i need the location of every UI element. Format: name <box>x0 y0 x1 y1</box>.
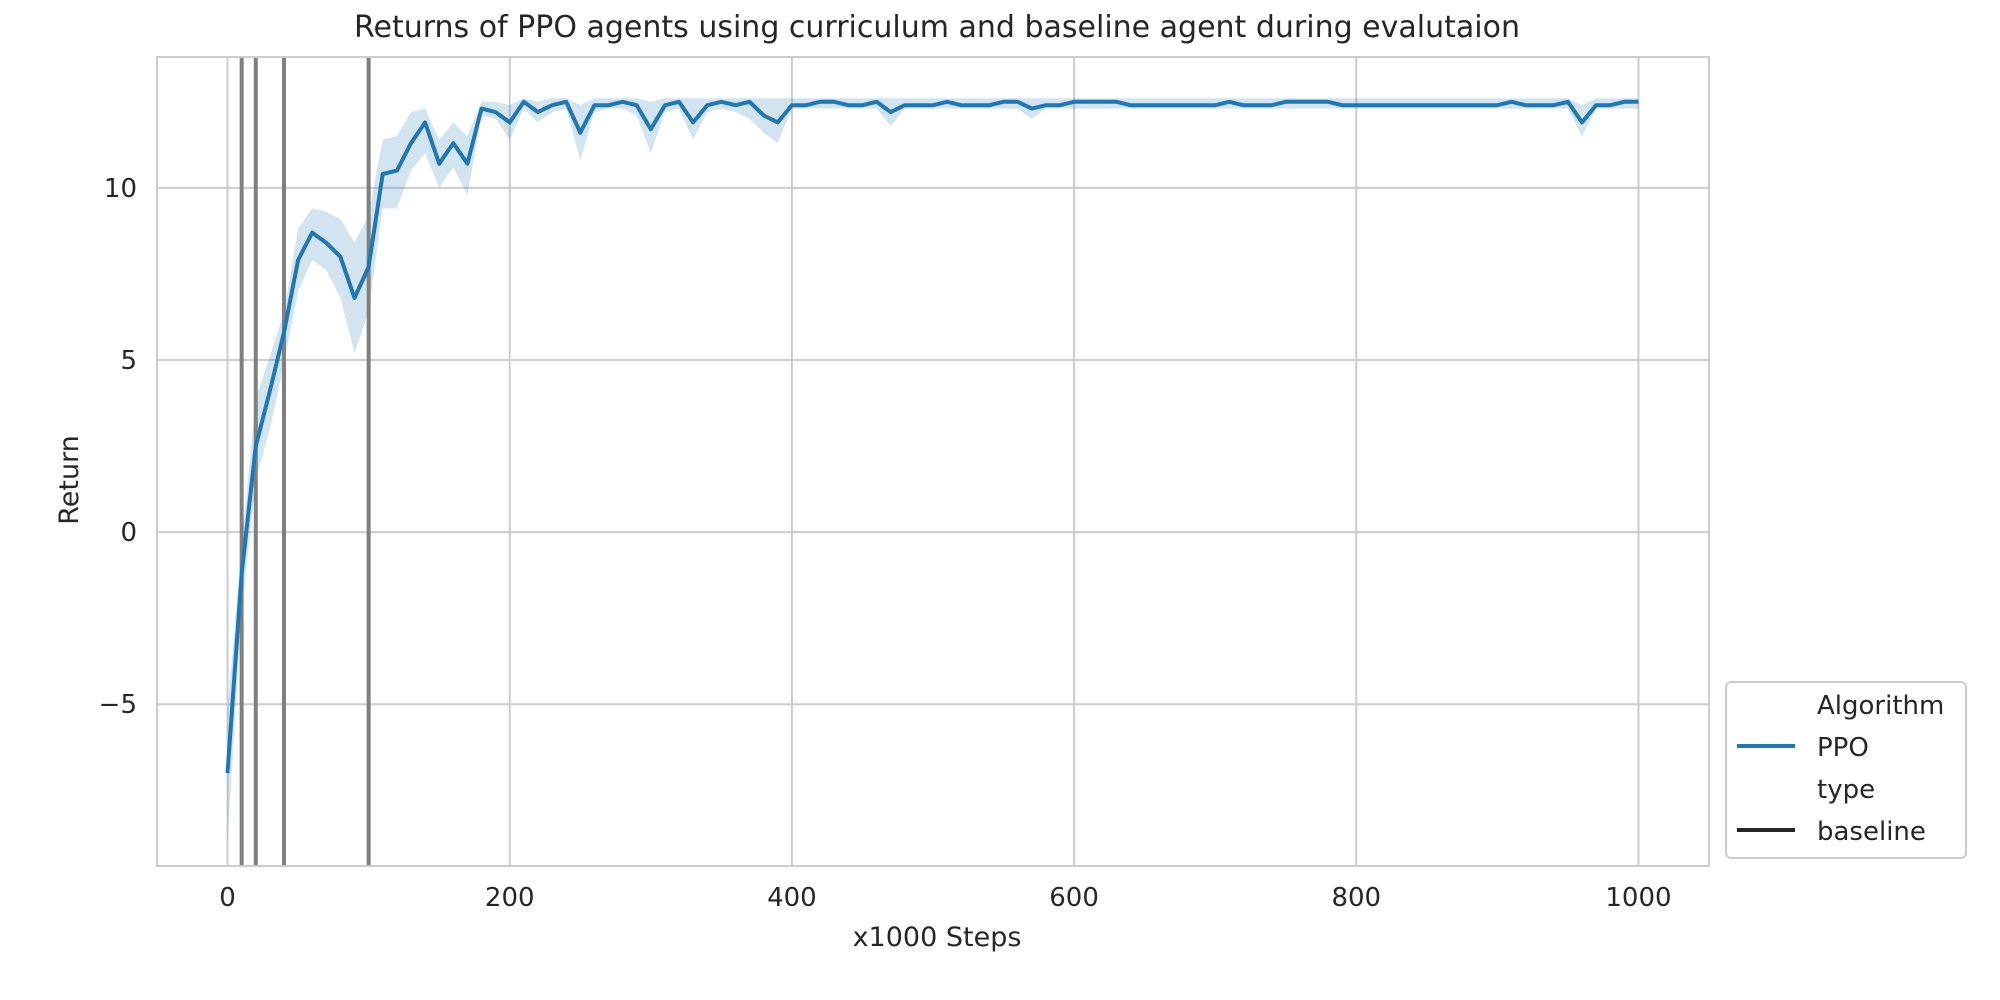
chart-title: Returns of PPO agents using curriculum a… <box>354 10 1520 45</box>
x-axis-ticks: 0 200 400 600 800 1000 <box>219 883 1671 913</box>
y-tick-label: 5 <box>120 346 137 376</box>
x-tick-label: 0 <box>219 883 236 913</box>
legend-label-ppo: PPO <box>1817 733 1869 763</box>
grid <box>157 57 1709 866</box>
y-tick-label: −5 <box>99 690 137 720</box>
legend: Algorithm PPO type baseline <box>1725 681 1967 859</box>
legend-title-type: type <box>1817 775 1875 805</box>
ci-band-ppo <box>227 98 1639 842</box>
legend-box <box>1725 681 1967 859</box>
legend-title-algorithm: Algorithm <box>1817 691 1944 721</box>
series-line-ppo <box>225 99 1639 774</box>
x-tick-label: 800 <box>1331 883 1381 913</box>
y-tick-label: 10 <box>104 174 137 204</box>
y-tick-label: 0 <box>120 518 137 548</box>
baseline-lines <box>239 57 371 866</box>
x-tick-label: 600 <box>1049 883 1099 913</box>
y-axis-ticks: −5 0 5 10 <box>99 174 137 720</box>
x-axis-label: x1000 Steps <box>853 922 1022 953</box>
y-axis-label: Return <box>54 435 85 525</box>
legend-label-baseline: baseline <box>1817 817 1926 847</box>
x-tick-label: 200 <box>485 883 535 913</box>
plot-frame <box>156 56 1710 867</box>
x-tick-label: 1000 <box>1605 883 1671 913</box>
x-tick-label: 400 <box>767 883 817 913</box>
